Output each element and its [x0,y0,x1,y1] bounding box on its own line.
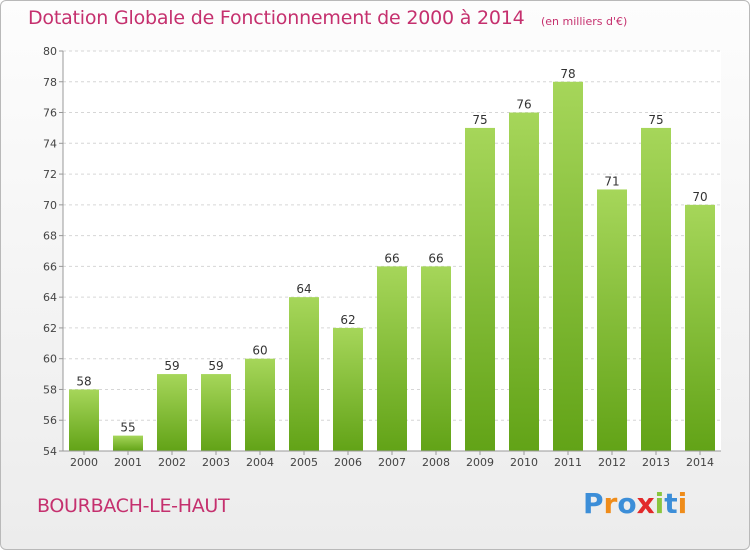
y-tick-label: 78 [43,76,57,89]
bar-value-label: 75 [648,113,663,127]
logo-letter: i [677,487,688,520]
bar-value-label: 59 [164,359,179,373]
y-tick-label: 70 [43,199,57,212]
y-tick-label: 58 [43,383,57,396]
x-tick-label: 2006 [334,456,362,469]
y-tick-label: 62 [43,322,57,335]
logo-letter: i [654,487,665,520]
x-tick-label: 2013 [642,456,670,469]
logo-letter: t [664,487,678,520]
bar [553,81,583,452]
bar [69,389,99,451]
x-tick-label: 2005 [290,456,318,469]
bar [641,127,671,451]
commune-name: BOURBACH-LE-HAUT [37,495,230,517]
x-tick-label: 2011 [554,456,582,469]
x-tick-label: 2009 [466,456,494,469]
bar-value-label: 76 [516,98,531,112]
bar [685,204,715,451]
y-tick-label: 72 [43,168,57,181]
proxiti-logo[interactable]: Proxiti [583,487,687,520]
x-tick-label: 2000 [70,456,98,469]
y-tick-label: 64 [43,291,57,304]
x-tick-label: 2008 [422,456,450,469]
bar-value-label: 66 [384,251,399,265]
x-tick-label: 2002 [158,456,186,469]
bar-value-label: 58 [76,374,91,388]
bar [333,327,363,451]
y-tick-label: 80 [43,45,57,58]
x-tick-label: 2001 [114,456,142,469]
y-tick-label: 68 [43,230,57,243]
bar-value-label: 78 [560,67,575,81]
bar [289,297,319,451]
bar [509,112,539,452]
x-tick-label: 2014 [686,456,714,469]
chart-unit: (en milliers d'€) [541,15,628,28]
bar [157,374,187,451]
logo-letter: P [583,487,604,520]
bar-value-label: 62 [340,313,355,327]
bar [201,374,231,451]
bar-value-label: 70 [692,190,707,204]
bar-value-label: 66 [428,251,443,265]
bar-value-label: 64 [296,282,311,296]
y-tick-label: 60 [43,353,57,366]
bar-value-label: 75 [472,113,487,127]
bar-value-label: 59 [208,359,223,373]
y-tick-label: 74 [43,137,57,150]
logo-letter: r [603,487,618,520]
chart-title: Dotation Globale de Fonctionnement de 20… [28,7,525,29]
logo-letter: o [617,487,637,520]
bar [377,266,407,451]
x-tick-label: 2012 [598,456,626,469]
bar-value-label: 71 [604,174,619,188]
bar-value-label: 55 [120,421,135,435]
bar [597,189,627,451]
x-tick-label: 2007 [378,456,406,469]
bar [421,266,451,451]
bar [465,127,495,451]
y-tick-label: 66 [43,260,57,273]
y-tick-label: 54 [43,445,57,458]
bar [113,435,143,451]
bar [245,358,275,451]
logo-letter: x [636,487,655,520]
x-tick-label: 2010 [510,456,538,469]
x-tick-label: 2003 [202,456,230,469]
bar-value-label: 60 [252,344,267,358]
y-tick-label: 76 [43,107,57,120]
x-tick-label: 2004 [246,456,274,469]
y-tick-label: 56 [43,414,57,427]
